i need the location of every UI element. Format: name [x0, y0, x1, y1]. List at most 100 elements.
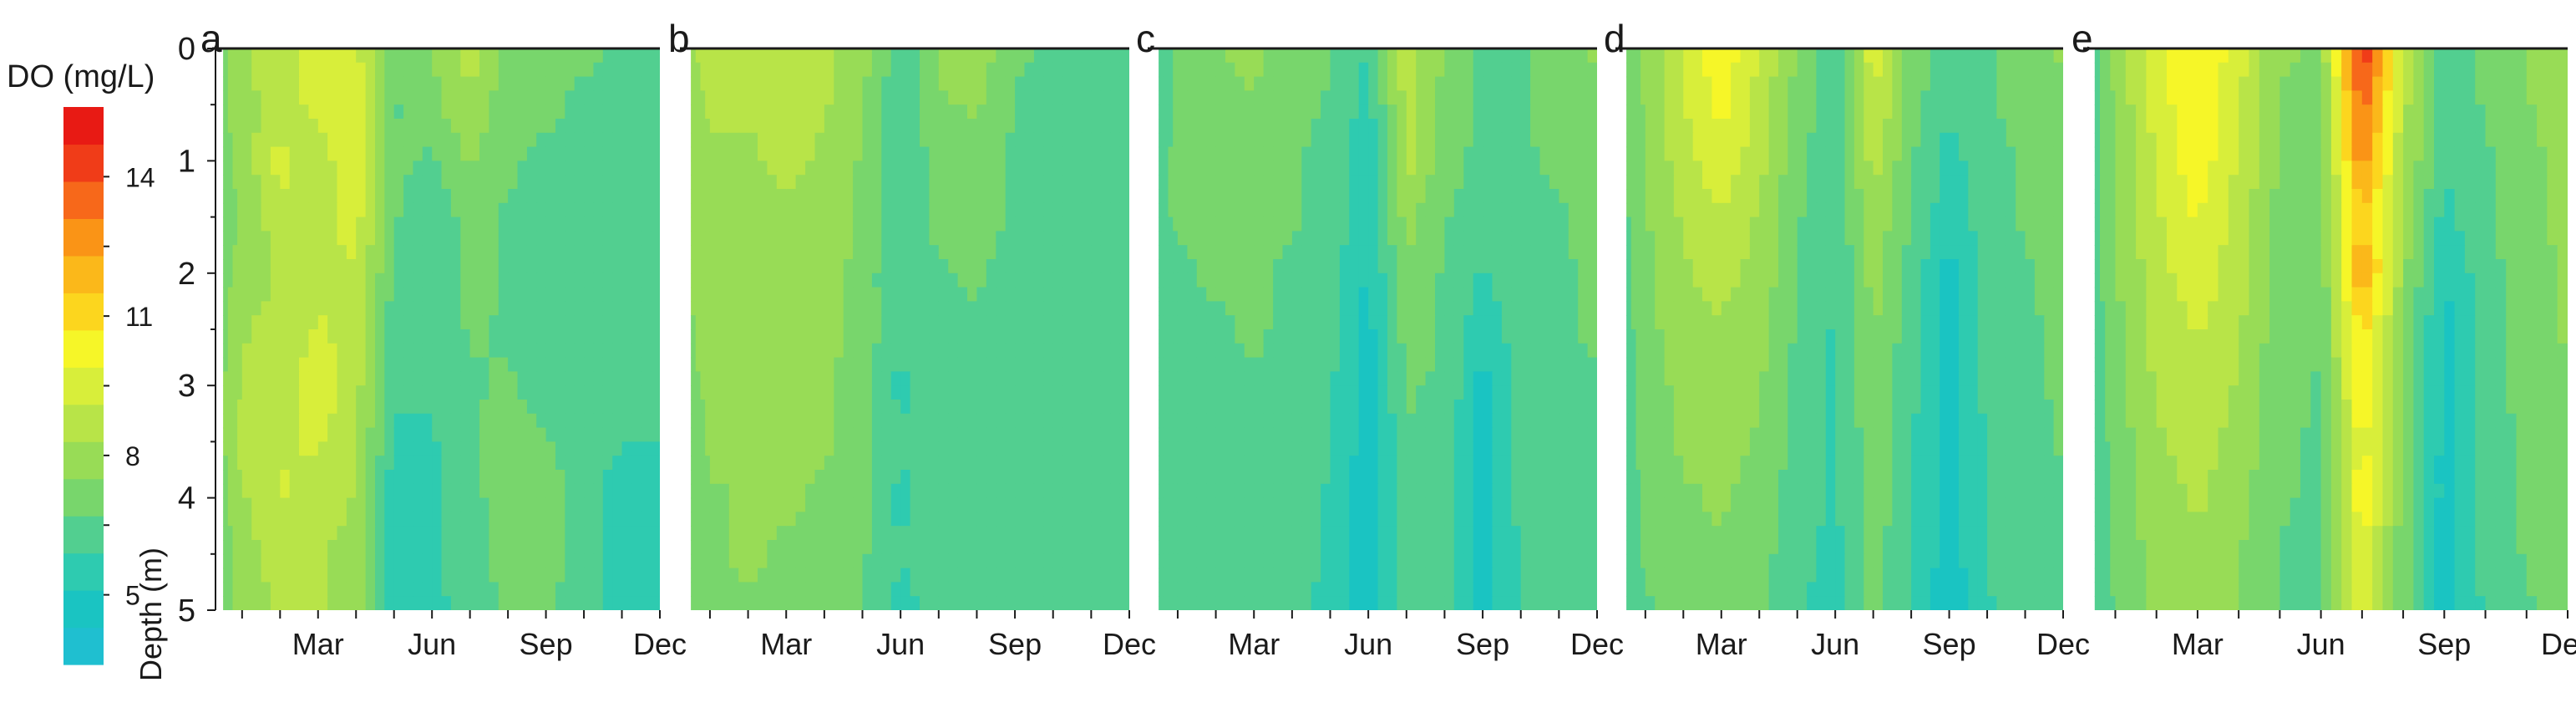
- contour-cell: [375, 456, 386, 471]
- contour-cell: [261, 385, 271, 400]
- contour-cell: [938, 526, 949, 541]
- contour-cell: [709, 104, 721, 120]
- contour-cell: [1177, 216, 1189, 232]
- contour-cell: [976, 146, 987, 162]
- contour-cell: [1387, 189, 1398, 204]
- contour-cell: [691, 202, 697, 218]
- contour-cell: [695, 497, 702, 513]
- contour-cell: [593, 400, 604, 415]
- contour-cell: [375, 371, 386, 386]
- contour-cell: [1301, 202, 1312, 218]
- contour-cell: [526, 526, 538, 541]
- contour-cell: [1263, 104, 1274, 120]
- contour-cell: [337, 76, 347, 92]
- contour-cell: [1062, 259, 1073, 274]
- contour-cell: [1163, 272, 1169, 288]
- contour-cell: [479, 427, 490, 443]
- contour-cell: [853, 497, 864, 513]
- contour-cell: [469, 90, 480, 105]
- contour-cell: [574, 48, 585, 64]
- contour-cell: [508, 512, 519, 527]
- contour-cell: [241, 512, 252, 527]
- contour-cell: [422, 160, 433, 176]
- contour-cell: [1168, 189, 1174, 204]
- contour-cell: [1349, 245, 1360, 260]
- contour-cell: [814, 385, 825, 400]
- contour-cell: [1511, 160, 1522, 176]
- contour-cell: [270, 456, 281, 471]
- contour-cell: [929, 62, 940, 78]
- contour-cell: [728, 175, 739, 190]
- contour-cell: [1425, 245, 1436, 260]
- contour-cell: [384, 90, 395, 105]
- contour-cell: [555, 231, 566, 246]
- contour-cell: [280, 231, 291, 246]
- contour-cell: [1463, 189, 1474, 204]
- contour-cell: [375, 385, 386, 400]
- contour-cell: [498, 343, 509, 359]
- contour-cell: [938, 343, 949, 359]
- contour-cell: [1425, 287, 1436, 303]
- contour-cell: [450, 470, 462, 485]
- contour-cell: [1024, 301, 1035, 316]
- contour-cell: [929, 385, 940, 400]
- contour-cell: [365, 343, 376, 359]
- contour-cell: [1397, 329, 1407, 344]
- contour-cell: [1530, 119, 1541, 134]
- contour-cell: [814, 62, 825, 78]
- contour-cell: [1100, 427, 1111, 443]
- contour-cell: [1368, 216, 1379, 232]
- contour-cell: [1110, 483, 1121, 499]
- contour-cell: [881, 259, 892, 274]
- contour-cell: [251, 48, 262, 64]
- contour-cell: [1330, 259, 1341, 274]
- contour-cell: [748, 90, 758, 105]
- contour-cell: [508, 582, 519, 597]
- contour-cell: [1015, 287, 1026, 303]
- contour-cell: [574, 216, 585, 232]
- contour-cell: [270, 343, 281, 359]
- contour-cell: [1024, 259, 1035, 274]
- contour-cell: [536, 441, 547, 456]
- contour-cell: [1110, 540, 1121, 555]
- contour-cell: [910, 216, 920, 232]
- contour-cell: [422, 216, 433, 232]
- contour-cell: [709, 272, 721, 288]
- contour-cell: [621, 301, 632, 316]
- contour-cell: [299, 540, 310, 555]
- contour-cell: [432, 48, 443, 64]
- contour-cell: [1215, 48, 1226, 64]
- contour-cell: [280, 568, 291, 583]
- contour-cell: [422, 146, 433, 162]
- contour-cell: [545, 216, 556, 232]
- contour-cell: [795, 315, 806, 330]
- contour-cell: [1196, 202, 1207, 218]
- contour-cell: [1052, 146, 1063, 162]
- contour-cell: [1330, 160, 1341, 176]
- contour-cell: [728, 343, 739, 359]
- contour-cell: [289, 315, 300, 330]
- contour-cell: [317, 146, 328, 162]
- contour-cell: [929, 245, 940, 260]
- contour-cell: [270, 245, 281, 260]
- contour-cell: [223, 160, 229, 176]
- contour-cell: [422, 287, 433, 303]
- contour-cell: [1483, 175, 1493, 190]
- contour-cell: [957, 216, 968, 232]
- contour-cell: [881, 272, 892, 288]
- contour-cell: [834, 497, 844, 513]
- contour-cell: [1349, 76, 1360, 92]
- contour-cell: [1492, 245, 1503, 260]
- contour-cell: [1091, 385, 1102, 400]
- contour-cell: [805, 272, 816, 288]
- contour-cell: [691, 526, 697, 541]
- contour-cell: [650, 216, 660, 232]
- contour-cell: [227, 385, 234, 400]
- contour-cell: [327, 568, 338, 583]
- contour-cell: [853, 160, 864, 176]
- colorbar-tick-label: 11: [125, 302, 153, 332]
- contour-cell: [375, 427, 386, 443]
- contour-cell: [900, 287, 911, 303]
- contour-cell: [890, 456, 901, 471]
- contour-cell: [691, 245, 697, 260]
